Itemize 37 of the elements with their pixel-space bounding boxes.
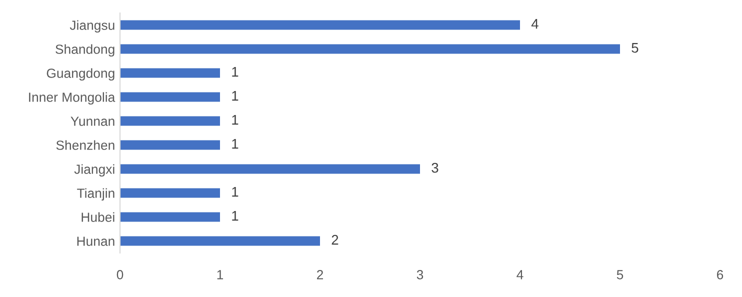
data-label: 1 xyxy=(232,67,238,77)
bar xyxy=(120,140,220,150)
bar xyxy=(120,92,220,102)
x-tick-label: 6 xyxy=(717,270,724,280)
y-tick-label: Yunnan xyxy=(70,116,114,126)
data-label: 4 xyxy=(531,19,538,29)
data-label: 2 xyxy=(332,234,338,245)
y-tick-label: Hunan xyxy=(77,236,114,246)
x-tick-label: 1 xyxy=(217,270,224,280)
y-tick-label: Jiangxi xyxy=(74,164,114,177)
bar xyxy=(120,44,620,54)
y-tick-label: Jiangsu xyxy=(70,20,114,33)
bar xyxy=(120,116,220,126)
bar xyxy=(120,236,320,246)
data-label: 3 xyxy=(432,162,438,173)
x-tick-label: 3 xyxy=(416,270,424,280)
y-tick-label: Shandong xyxy=(56,44,114,57)
bar xyxy=(120,68,220,78)
y-tick-label: Tianjin xyxy=(77,188,114,201)
bar xyxy=(120,212,220,222)
x-tick-label: 4 xyxy=(516,270,524,280)
data-label: 1 xyxy=(232,211,238,221)
y-tick-label: Hubei xyxy=(82,212,114,222)
y-tick-label: Shenzhen xyxy=(56,140,114,150)
y-tick-label: Inner Mongolia xyxy=(29,92,116,105)
data-label: 5 xyxy=(632,43,638,53)
data-label: 1 xyxy=(232,187,238,197)
x-tick-label: 5 xyxy=(616,270,624,280)
y-tick-label: Guangdong xyxy=(46,68,114,81)
bar xyxy=(120,188,220,198)
x-tick-label: 2 xyxy=(316,270,324,280)
bar xyxy=(120,20,520,30)
data-label: 1 xyxy=(232,91,238,101)
data-label: 1 xyxy=(232,139,238,149)
bar xyxy=(120,164,420,174)
x-tick-label: 0 xyxy=(116,270,124,280)
data-label: 1 xyxy=(232,115,238,125)
